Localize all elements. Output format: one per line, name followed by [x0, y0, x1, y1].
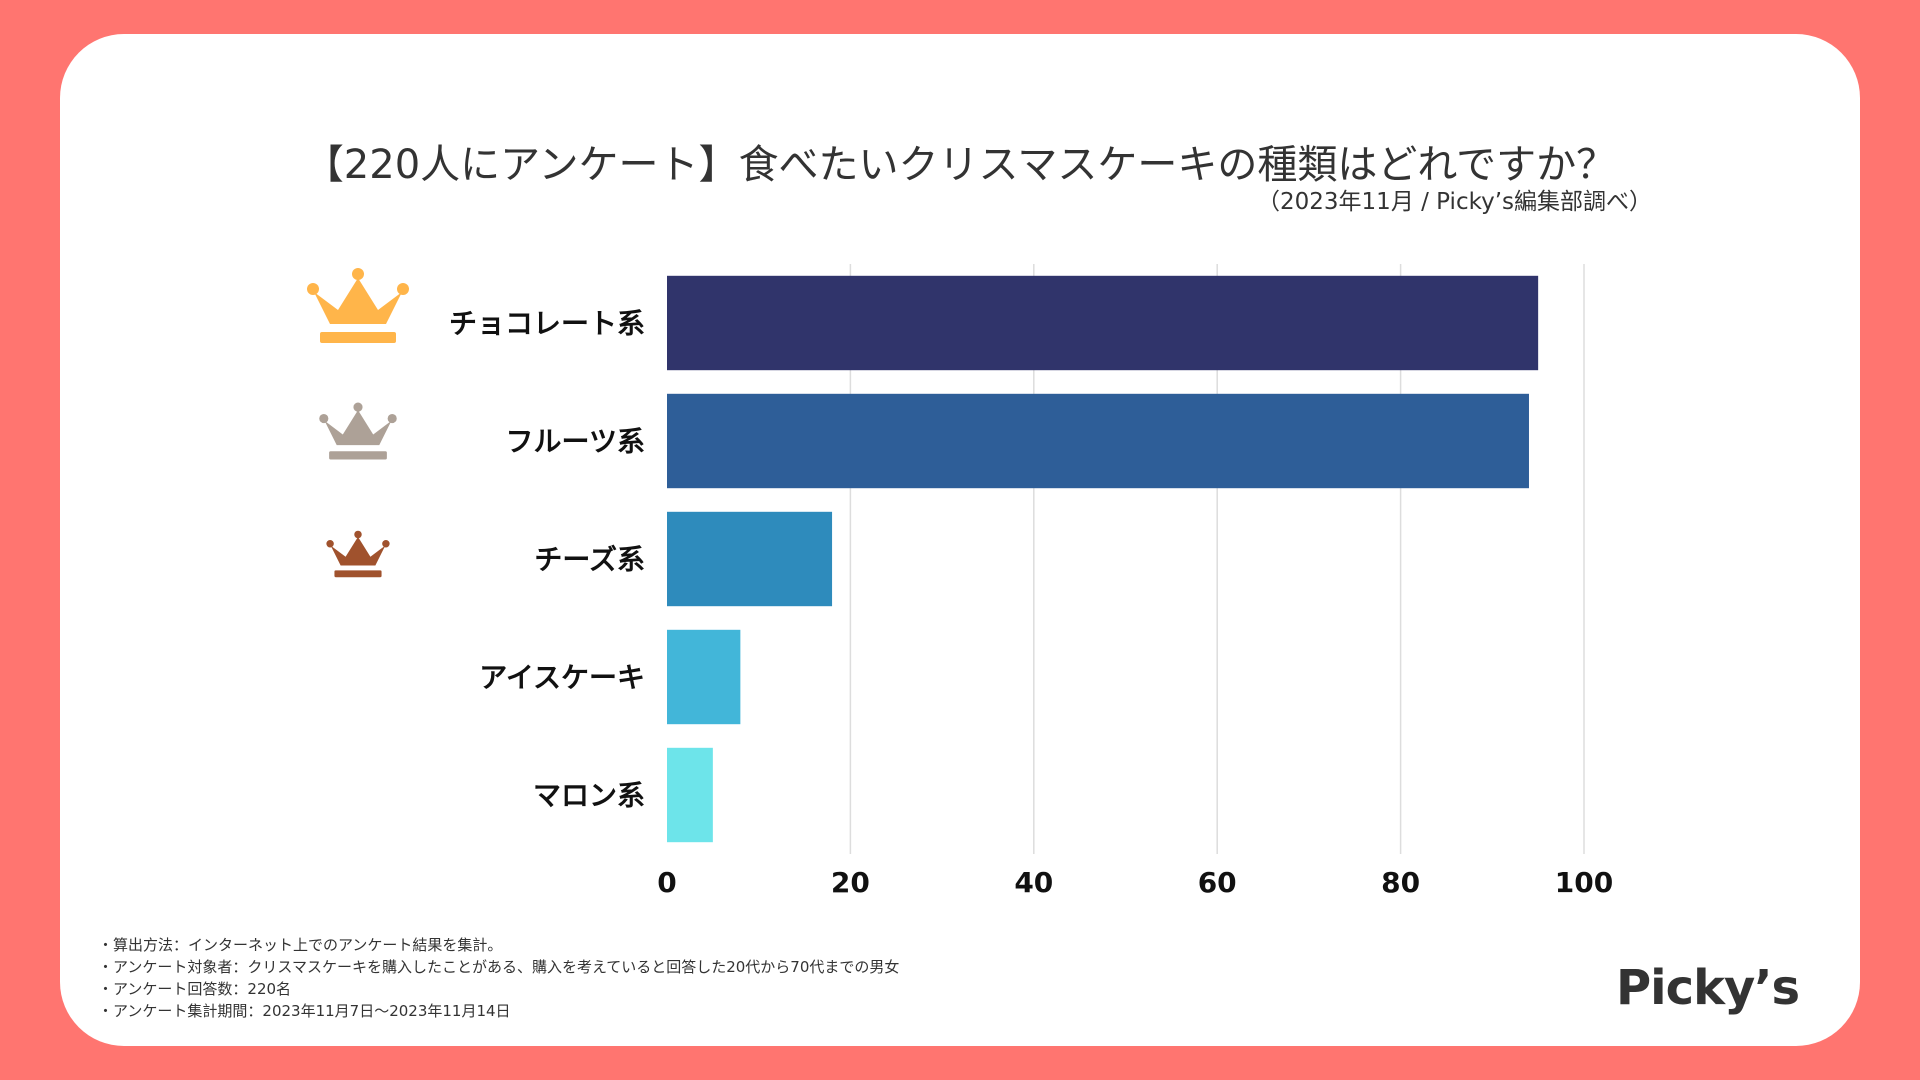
bronze-crown-icon	[326, 530, 390, 578]
x-tick-label-4: 80	[1381, 866, 1420, 899]
category-label-1: チョコレート系	[449, 307, 645, 340]
x-tick-label-5: 100	[1555, 866, 1613, 899]
note-count: ・アンケート回答数：220名	[98, 980, 292, 998]
note-target: ・アンケート対象者：クリスマスケーキを購入したことがある、購入を考えていると回答…	[98, 958, 900, 976]
silver-crown-icon	[319, 402, 397, 460]
gold-crown-icon	[307, 268, 409, 343]
x-tick-label-3: 60	[1198, 866, 1237, 899]
x-tick-label-0: 0	[657, 866, 676, 899]
category-label-4: アイスケーキ	[479, 661, 645, 694]
bar-5	[667, 747, 713, 843]
chart-subtitle: （2023年11月 / Picky’s編集部調べ）	[1257, 189, 1652, 215]
bar-2	[667, 393, 1529, 489]
chart-title: 【220人にアンケート】食べたいクリスマスケーキの種類はどれですか？	[303, 142, 1617, 188]
pickys-logo: Picky’s	[1616, 960, 1800, 1016]
note-period: ・アンケート集計期間：2023年11月7日〜2023年11月14日	[98, 1002, 511, 1020]
note-method: ・算出方法：インターネット上でのアンケート結果を集計。	[98, 936, 503, 954]
x-tick-label-2: 40	[1014, 866, 1053, 899]
bar-4	[667, 629, 741, 725]
bar-1	[667, 275, 1539, 371]
bar-3	[667, 511, 833, 607]
survey-notes: ・算出方法：インターネット上でのアンケート結果を集計。 ・アンケート対象者：クリ…	[98, 934, 899, 1022]
x-tick-label-1: 20	[831, 866, 870, 899]
card-panel	[60, 34, 1860, 1046]
category-label-3: チーズ系	[534, 543, 645, 576]
category-label-5: マロン系	[533, 779, 645, 812]
category-label-2: フルーツ系	[506, 425, 645, 458]
